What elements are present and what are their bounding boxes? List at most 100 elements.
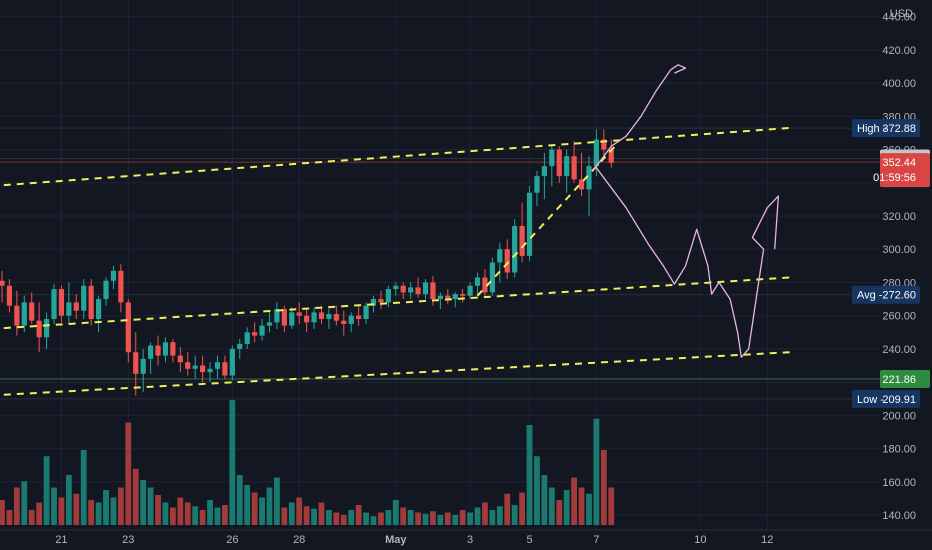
candle-body bbox=[311, 312, 317, 323]
time-axis[interactable]: 21 23 26 28 May 3 5 7 10 12 bbox=[0, 529, 932, 546]
price-tick-label: 200.00 bbox=[882, 410, 916, 422]
volume-bar bbox=[259, 497, 265, 525]
volume-bar bbox=[608, 487, 615, 525]
trendline[interactable] bbox=[0, 126, 790, 187]
volume-bar bbox=[333, 512, 340, 525]
currency-label: USD bbox=[890, 8, 913, 20]
candle-body bbox=[29, 302, 35, 321]
volume-bar bbox=[125, 422, 132, 525]
price-tick-label: 300.00 bbox=[882, 244, 916, 256]
volume-bar bbox=[348, 510, 355, 525]
volume-bar bbox=[593, 418, 600, 525]
volume-bar bbox=[184, 502, 191, 525]
candle-body bbox=[400, 285, 406, 293]
candle-body bbox=[170, 342, 176, 356]
volume-bar bbox=[430, 511, 436, 525]
volume-bar bbox=[88, 500, 95, 525]
volume-bar bbox=[13, 487, 20, 525]
time-tick-label: 21 bbox=[55, 534, 67, 546]
candle-body bbox=[512, 225, 518, 273]
volume-bar bbox=[80, 450, 87, 525]
volume-bar bbox=[0, 500, 5, 525]
time-tick-label: 23 bbox=[122, 534, 134, 546]
badge-high-label: High - bbox=[857, 123, 887, 135]
trendline[interactable] bbox=[0, 351, 790, 396]
candle-body bbox=[408, 287, 414, 293]
candle-body bbox=[318, 312, 325, 319]
candle-body bbox=[140, 358, 146, 374]
candle-body bbox=[586, 166, 592, 190]
volume-bar bbox=[65, 475, 72, 525]
candle-body bbox=[118, 270, 124, 303]
candle-body bbox=[571, 156, 577, 180]
volume-bar bbox=[378, 512, 384, 525]
candle-body bbox=[110, 270, 117, 281]
candle-body bbox=[415, 287, 421, 295]
volume-bar bbox=[422, 513, 429, 525]
time-tick-label: 7 bbox=[593, 534, 599, 546]
candle-body bbox=[445, 295, 451, 300]
sketch-drawings[interactable] bbox=[592, 64, 780, 358]
volume-bar bbox=[244, 485, 251, 525]
candle-body bbox=[244, 332, 250, 344]
volume-bar bbox=[236, 475, 243, 525]
candle-body bbox=[437, 295, 443, 300]
volume-bar bbox=[415, 512, 421, 525]
badge-current-value: 352.44 bbox=[882, 157, 916, 169]
candle-body bbox=[526, 192, 533, 256]
volume-bar bbox=[28, 510, 35, 525]
trendline[interactable] bbox=[476, 145, 616, 297]
candle-body bbox=[482, 277, 488, 293]
volume-bar bbox=[103, 490, 109, 525]
sketch-path[interactable] bbox=[592, 64, 687, 172]
volume-bar bbox=[534, 456, 540, 525]
volume-bar bbox=[519, 492, 525, 525]
volume-bar bbox=[571, 477, 578, 525]
time-tick-label: 3 bbox=[467, 534, 473, 546]
candle-body bbox=[88, 285, 94, 319]
candle-body bbox=[36, 320, 42, 338]
badge-high-value: 372.88 bbox=[882, 123, 916, 135]
candle-body bbox=[296, 312, 302, 316]
volume-bar bbox=[392, 500, 399, 525]
time-tick-label: 28 bbox=[293, 534, 305, 546]
volume-bar bbox=[541, 475, 548, 525]
candle-body bbox=[467, 285, 473, 296]
badge-high bbox=[852, 119, 920, 138]
candle-body bbox=[21, 302, 27, 326]
candle-body bbox=[356, 315, 362, 319]
volume-bar bbox=[496, 506, 503, 525]
volume-bar bbox=[251, 492, 258, 525]
candle-body bbox=[155, 345, 161, 356]
volume-bar bbox=[444, 512, 451, 525]
price-tick-label: 260.00 bbox=[882, 311, 916, 323]
candle-body bbox=[430, 282, 436, 300]
candle-body bbox=[489, 262, 495, 293]
candle-body bbox=[452, 294, 458, 300]
candle-body bbox=[43, 318, 50, 338]
candle-body bbox=[504, 249, 510, 273]
badge-low-value: 209.91 bbox=[882, 394, 916, 406]
trendlines[interactable] bbox=[0, 126, 790, 396]
volume-bar bbox=[199, 510, 206, 525]
trendline[interactable] bbox=[0, 276, 790, 330]
candle-body bbox=[378, 299, 384, 303]
candle-body bbox=[58, 289, 65, 316]
candle-body bbox=[393, 285, 399, 290]
volume-bar bbox=[266, 487, 273, 525]
volume-bar bbox=[36, 502, 43, 525]
candle-body bbox=[103, 280, 109, 300]
volume-bar bbox=[489, 510, 496, 525]
volume-bar bbox=[526, 425, 533, 525]
volume-bar bbox=[274, 477, 280, 525]
volume-bar bbox=[318, 502, 325, 525]
sketch-path[interactable] bbox=[595, 167, 780, 358]
time-tick-label: 5 bbox=[526, 534, 532, 546]
volume-bar bbox=[51, 487, 57, 525]
badge-low bbox=[852, 389, 920, 408]
candle-body bbox=[222, 362, 228, 376]
candle-body bbox=[474, 277, 481, 286]
candle-body bbox=[81, 285, 87, 311]
